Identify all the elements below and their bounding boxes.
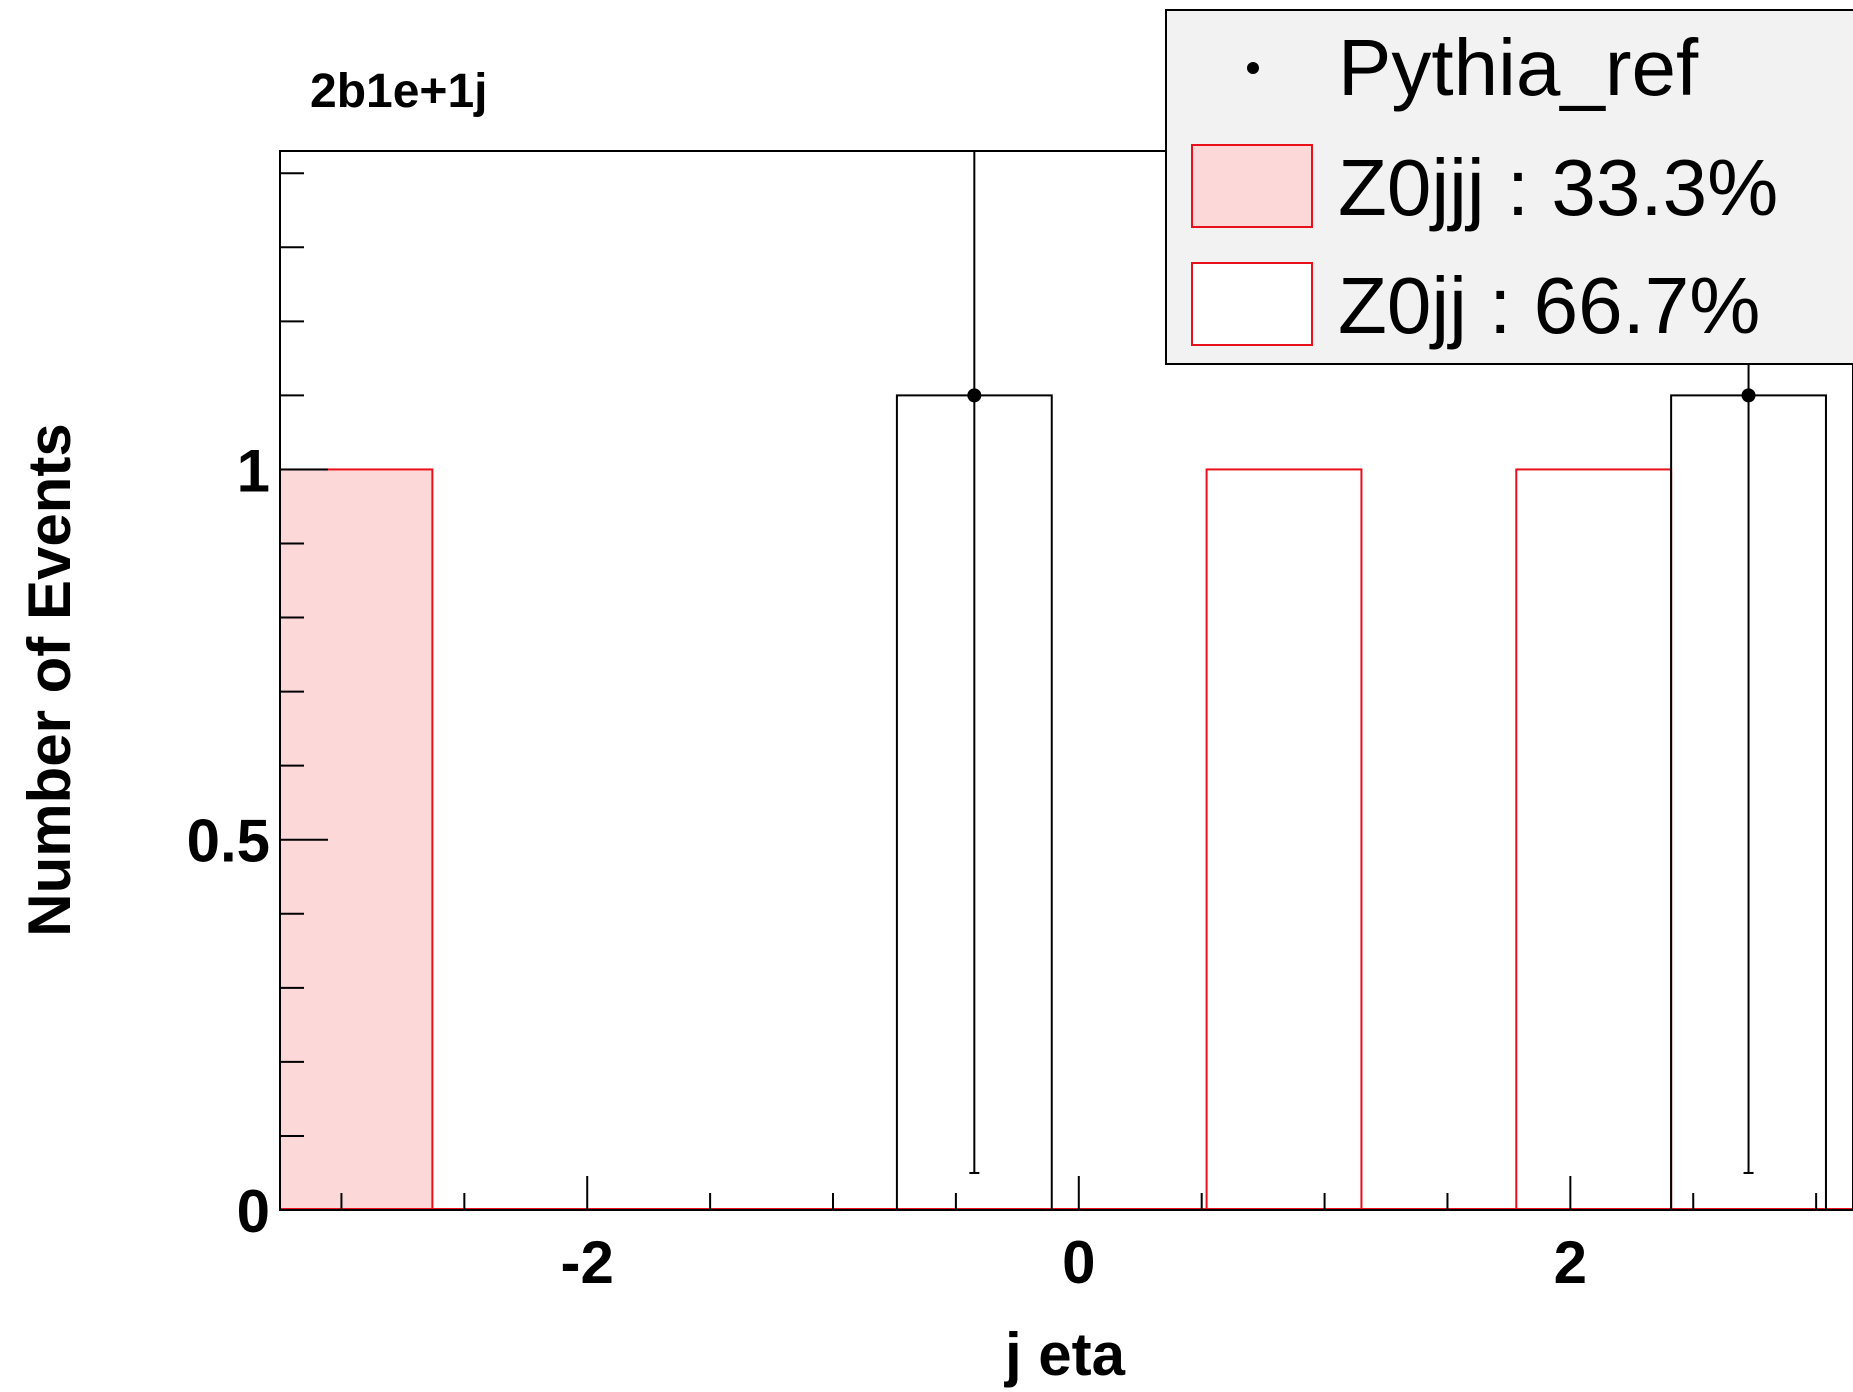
y-axis-label: Number of Events (16, 423, 83, 936)
bar-z0jj-bin-6 (1205, 468, 1363, 1211)
legend-entry-pythia-ref: Pythia_ref (1338, 23, 1699, 112)
legend: Pythia_ref Z0jjj : 33.3% Z0jj : 66.7% (1165, 9, 1853, 365)
chart-title: 2b1e+1j (310, 65, 487, 118)
axis-layer: -2 0 2 0 0.5 1 (187, 172, 1818, 1296)
y-tick-label-0: 0 (237, 1178, 270, 1245)
legend-empty-box-icon (1191, 262, 1313, 346)
x-tick-label-0: -2 (561, 1229, 614, 1296)
x-tick-label-1: 0 (1062, 1229, 1095, 1296)
reference-point-1 (1741, 388, 1756, 403)
bar-z0jj-bin-8 (1515, 468, 1673, 1211)
legend-filled-box-icon (1191, 144, 1313, 228)
legend-entry-z0jj: Z0jj : 66.7% (1338, 261, 1760, 350)
x-axis-label: j eta (1004, 1321, 1126, 1388)
y-tick-label-1: 0.5 (187, 808, 270, 875)
plot-frame (279, 150, 1853, 1211)
x-tick-label-2: 2 (1554, 1229, 1587, 1296)
y-tick-label-2: 1 (237, 437, 270, 504)
legend-entry-z0jjj: Z0jjj : 33.3% (1338, 143, 1778, 232)
reference-point-0 (967, 388, 982, 403)
bars-layer (279, 468, 1853, 1211)
legend-marker-icon (1247, 62, 1259, 74)
